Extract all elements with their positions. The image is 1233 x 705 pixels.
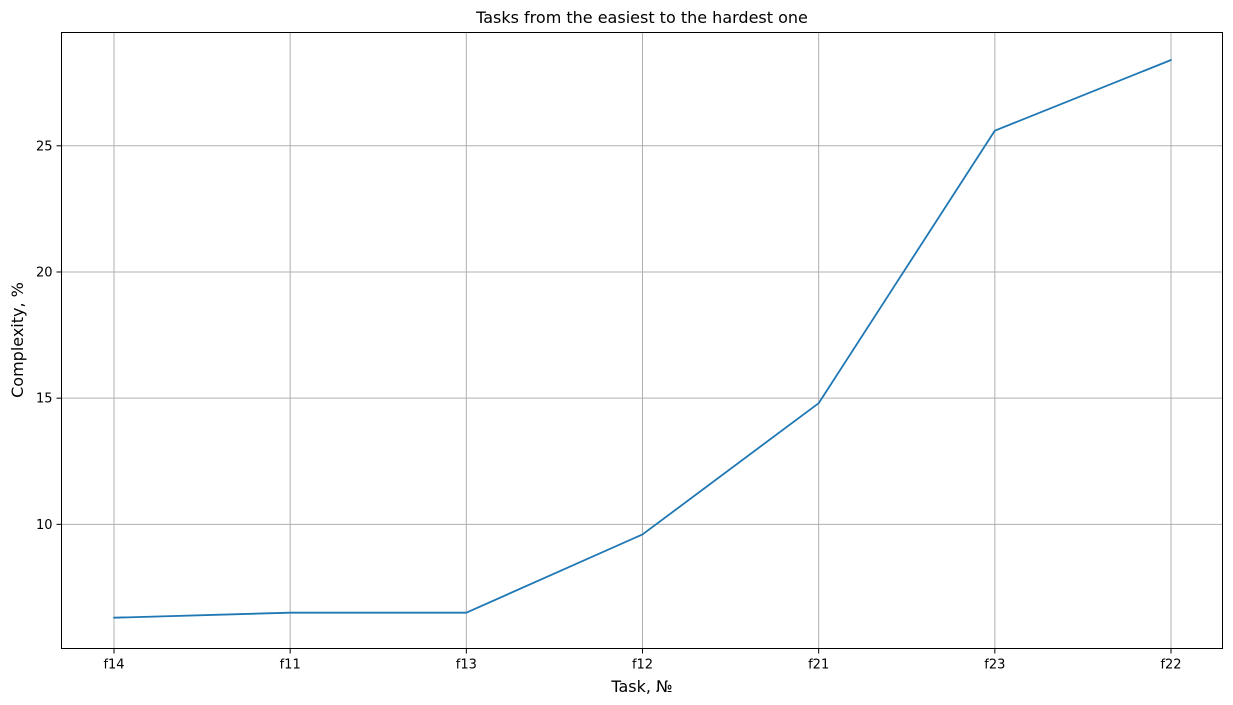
x-tick-label: f13 <box>456 658 477 673</box>
x-tick-label: f21 <box>808 658 829 673</box>
x-tick-label: f23 <box>984 658 1005 673</box>
series-layer <box>113 59 1172 619</box>
y-tick-label: 10 <box>36 518 53 533</box>
x-tick-label: f12 <box>632 658 653 673</box>
x-tick-label: f14 <box>103 658 124 673</box>
x-axis-label: Task, № <box>610 677 672 696</box>
y-tick-label: 15 <box>36 392 53 407</box>
y-axis-label: Complexity, % <box>8 282 27 398</box>
y-tick-label: 20 <box>36 265 53 280</box>
x-tick-label: f11 <box>280 658 301 673</box>
grid <box>61 32 1223 649</box>
chart-title: Tasks from the easiest to the hardest on… <box>475 8 808 27</box>
x-tick-label: f22 <box>1160 658 1181 673</box>
y-tick-label: 25 <box>36 139 53 154</box>
series-line <box>113 59 1172 619</box>
ticks: f14 f11 f13 f12 f21 f23 f22 10 15 20 25 <box>36 139 1182 672</box>
